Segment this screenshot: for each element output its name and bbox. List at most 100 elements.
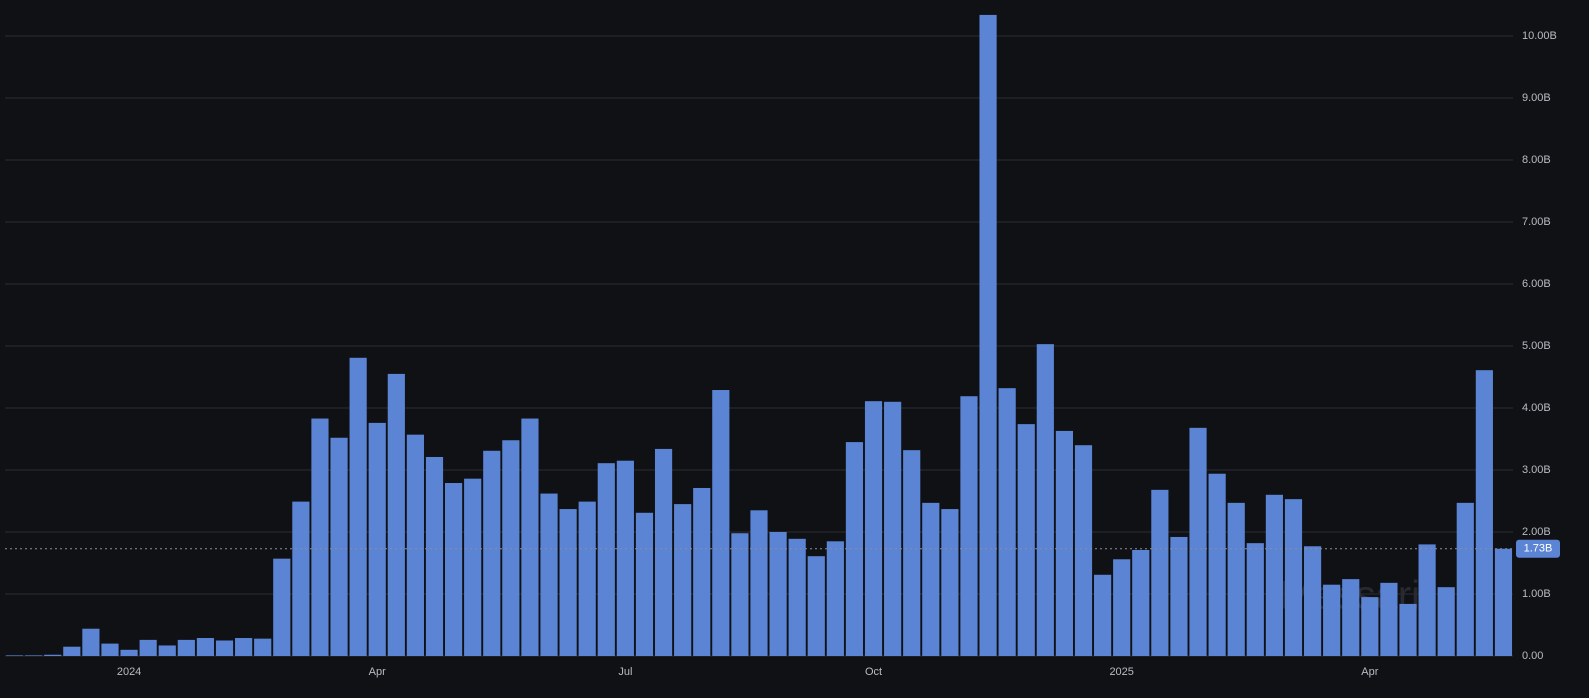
bar: [1132, 549, 1150, 656]
bar: [215, 640, 234, 656]
bar: [712, 390, 730, 656]
last-value-label: 1.73B: [1524, 543, 1553, 555]
y-tick-label: 3.00B: [1522, 464, 1551, 476]
bar: [788, 538, 806, 656]
x-tick-label: Apr: [369, 666, 386, 678]
bar: [387, 373, 405, 656]
bar: [559, 509, 577, 656]
bar: [654, 448, 673, 656]
bar: [425, 456, 444, 656]
bar: [1017, 424, 1035, 656]
bar: [464, 478, 482, 656]
bar: [693, 487, 711, 656]
y-tick-label: 5.00B: [1522, 340, 1551, 352]
bar: [1303, 546, 1322, 656]
bar: [254, 638, 272, 656]
bar: [998, 388, 1016, 656]
bar: [101, 643, 119, 656]
bar: [750, 510, 768, 656]
bar: [5, 655, 24, 656]
bar: [1380, 582, 1398, 656]
bar: [1284, 499, 1303, 656]
bar: [521, 418, 539, 656]
y-tick-label: 7.00B: [1522, 216, 1551, 228]
bar: [1151, 489, 1169, 656]
bar: [444, 483, 463, 656]
bar: [941, 509, 959, 656]
bar: [674, 504, 692, 656]
bar: [807, 556, 825, 656]
bar: [483, 450, 501, 656]
bar: [1113, 559, 1131, 656]
bar: [1475, 370, 1493, 656]
bar: [1227, 502, 1245, 656]
x-tick-label: Jul: [618, 666, 632, 678]
bar: [616, 460, 634, 656]
bar: [635, 512, 654, 656]
bar: [1036, 344, 1054, 656]
bar: [1456, 502, 1474, 656]
bar: [1342, 579, 1360, 656]
bar: [196, 638, 215, 656]
y-tick-label: 2.00B: [1522, 526, 1551, 538]
bar: [731, 533, 749, 656]
bar: [1437, 587, 1455, 656]
bar: [1323, 584, 1341, 656]
bar: [44, 654, 62, 656]
bar: [349, 357, 367, 656]
last-value-badge: [1516, 539, 1560, 558]
bar: [1399, 603, 1417, 656]
bar: [1189, 427, 1207, 656]
y-tick-label: 4.00B: [1522, 402, 1551, 414]
bar: [903, 450, 921, 656]
bar: [63, 646, 81, 656]
bar: [311, 418, 329, 656]
bar: [922, 502, 940, 656]
y-tick-label: 9.00B: [1522, 92, 1551, 104]
bar: [1494, 548, 1513, 656]
bar: [235, 638, 253, 656]
bar: [960, 396, 978, 656]
y-tick-label: 1.00B: [1522, 588, 1551, 600]
x-tick-label: 2024: [117, 666, 141, 678]
bar: [979, 14, 997, 657]
bar: [177, 639, 195, 656]
x-tick-label: Apr: [1361, 666, 1378, 678]
bar: [1094, 574, 1112, 656]
bar: [292, 501, 310, 656]
bar: [1361, 597, 1379, 656]
bar: [864, 401, 883, 656]
bar: [330, 437, 348, 656]
y-tick-label: 10.00B: [1522, 30, 1557, 42]
bar: [120, 649, 138, 656]
bar: [845, 442, 864, 656]
bar: [368, 422, 386, 656]
bar: [502, 440, 520, 656]
y-tick-label: 8.00B: [1522, 154, 1551, 166]
bar: [1074, 445, 1093, 656]
bar: [826, 541, 844, 656]
bar: [1055, 430, 1074, 656]
bar: [1208, 473, 1226, 656]
bar: [25, 655, 43, 656]
bar: [769, 532, 787, 656]
y-tick-label: 6.00B: [1522, 278, 1551, 290]
bar: [1265, 494, 1283, 656]
bar: [1418, 544, 1436, 656]
bar: [884, 401, 902, 656]
bar: [540, 493, 558, 656]
bar: [158, 645, 176, 656]
bar: [273, 558, 291, 656]
bar: [82, 628, 100, 656]
x-tick-label: 2025: [1109, 666, 1133, 678]
bar: [578, 501, 596, 656]
bar: [1170, 536, 1188, 656]
bar: [406, 434, 424, 656]
x-tick-label: Oct: [865, 666, 882, 678]
y-tick-label: 0.00: [1522, 650, 1543, 662]
bar: [1246, 543, 1264, 656]
bar: [139, 639, 157, 656]
bar: [597, 463, 615, 656]
